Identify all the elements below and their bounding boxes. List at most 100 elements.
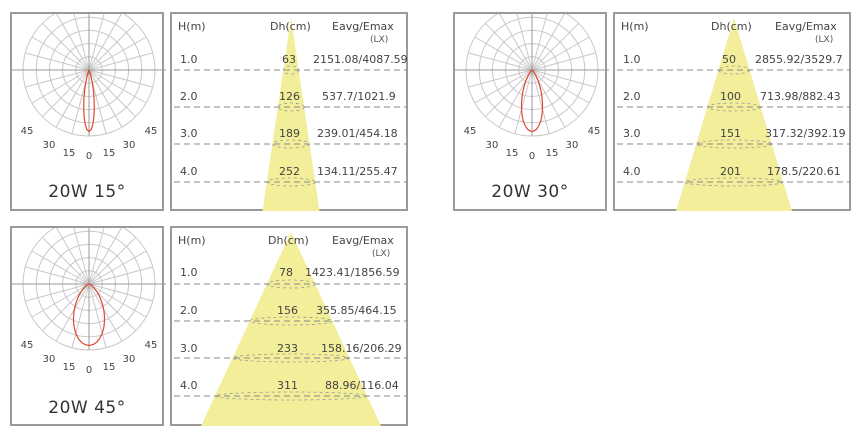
- beam-footprint-ellipse: [282, 65, 300, 75]
- angle-label: 30: [123, 354, 136, 365]
- polar-spoke: [88, 14, 105, 71]
- beam-cone: [200, 232, 382, 426]
- polar-spoke: [88, 283, 147, 318]
- height-value: 4.0: [180, 165, 198, 178]
- illuminance-value: 2151.08/4087.59: [313, 53, 408, 66]
- polar-diagram: 45 30 15 0 15 30 45: [12, 228, 166, 376]
- polar-spoke: [31, 36, 90, 71]
- polar-spoke: [88, 266, 153, 285]
- polar-spoke: [474, 36, 533, 71]
- diameter-value: 189: [279, 127, 300, 140]
- polar-spoke: [88, 228, 105, 285]
- beam-footprint-ellipse: [717, 65, 751, 75]
- angle-label: 15: [103, 148, 116, 159]
- diameter-header: Dh(cm): [268, 234, 309, 247]
- polar-spoke: [88, 69, 153, 88]
- illuminance-header: Eavg/Emax: [332, 234, 394, 247]
- angle-label: 30: [43, 354, 56, 365]
- angle-label: 30: [43, 140, 56, 151]
- angle-label: 30: [486, 140, 499, 151]
- diameter-value: 78: [279, 266, 293, 279]
- beam-footprint-ellipse: [266, 279, 316, 289]
- illuminance-header: Eavg/Emax: [332, 20, 394, 33]
- polar-spoke: [484, 22, 533, 71]
- polar-spoke: [25, 69, 90, 88]
- polar-spoke: [88, 283, 153, 302]
- angle-label: 45: [145, 126, 158, 137]
- angle-label: 0: [86, 151, 92, 162]
- polar-spoke: [484, 69, 533, 118]
- angle-label: 30: [123, 140, 136, 151]
- polar-spoke: [88, 36, 147, 71]
- height-value: 1.0: [180, 266, 198, 279]
- height-value: 4.0: [180, 379, 198, 392]
- polar-spoke: [531, 14, 565, 71]
- beam-diagram: [174, 232, 408, 426]
- lamp-caption: 20W 45°: [48, 398, 126, 418]
- polar-spoke: [41, 22, 90, 71]
- polar-spoke: [88, 14, 122, 71]
- illuminance-value: 537.7/1021.9: [322, 90, 396, 103]
- polar-panel-30: 45 30 15 0 15 30 45 20W 30°: [453, 12, 609, 211]
- diameter-value: 100: [720, 90, 741, 103]
- polar-spoke: [531, 52, 596, 71]
- polar-spoke: [531, 69, 590, 104]
- polar-spoke: [55, 283, 90, 342]
- polar-panel-45: 45 30 15 0 15 30 45 20W 45°: [10, 226, 166, 426]
- diameter-value: 126: [279, 90, 300, 103]
- polar-spoke: [73, 14, 90, 71]
- illuminance-value: 713.98/882.43: [760, 90, 841, 103]
- illuminance-unit: (LX): [815, 35, 834, 45]
- polar-spoke: [531, 69, 580, 118]
- angle-label: 45: [588, 126, 601, 137]
- polar-spoke: [88, 69, 137, 118]
- intensity-curve: [72, 283, 106, 347]
- height-header: H(m): [178, 20, 206, 33]
- polar-spoke: [31, 250, 90, 285]
- illuminance-value: 1423.41/1856.59: [305, 266, 400, 279]
- angle-label: 45: [145, 340, 158, 351]
- angle-label: 15: [63, 148, 76, 159]
- diameter-value: 151: [720, 127, 741, 140]
- beam-panel-15: H(m) Dh(cm) Eavg/Emax (LX) 1.0 63 2151.0…: [170, 12, 408, 211]
- polar-spoke: [56, 228, 90, 285]
- polar-spoke: [514, 69, 533, 134]
- polar-spoke: [531, 14, 548, 71]
- polar-spoke: [88, 228, 122, 285]
- beam-cone: [262, 18, 320, 211]
- angle-label: 15: [546, 148, 559, 159]
- angle-label: 45: [464, 126, 477, 137]
- polar-spoke: [41, 69, 90, 118]
- angle-label: 15: [103, 362, 116, 373]
- polar-spoke: [56, 14, 90, 71]
- beam-footprint-ellipse: [266, 177, 316, 187]
- beam-footprint-ellipse: [695, 139, 773, 149]
- polar-spoke: [499, 14, 533, 71]
- polar-spoke: [88, 283, 123, 342]
- diameter-header: Dh(cm): [270, 20, 311, 33]
- illuminance-value: 88.96/116.04: [325, 379, 399, 392]
- polar-spoke: [88, 236, 137, 285]
- polar-diagram: 45 30 15 0 15 30 45: [455, 14, 609, 162]
- height-value: 1.0: [623, 53, 641, 66]
- diameter-value: 63: [282, 53, 296, 66]
- angle-label: 0: [529, 151, 535, 162]
- beam-footprint-ellipse: [684, 177, 784, 187]
- polar-spoke: [468, 69, 533, 88]
- height-header: H(m): [621, 20, 649, 33]
- beam-footprint-ellipse: [232, 353, 350, 363]
- diameter-value: 156: [277, 304, 298, 317]
- beam-diagram: [174, 18, 408, 211]
- polar-spoke: [474, 69, 533, 104]
- beam-footprint-ellipse: [272, 139, 310, 149]
- lamp-caption: 20W 30°: [491, 182, 569, 202]
- beam-footprint-ellipse: [214, 391, 368, 401]
- diameter-header: Dh(cm): [711, 20, 752, 33]
- angle-label: 30: [566, 140, 579, 151]
- intensity-curve: [83, 69, 95, 133]
- polar-spoke: [88, 69, 147, 104]
- polar-spoke: [88, 250, 147, 285]
- height-value: 2.0: [623, 90, 641, 103]
- illuminance-header: Eavg/Emax: [775, 20, 837, 33]
- diameter-value: 252: [279, 165, 300, 178]
